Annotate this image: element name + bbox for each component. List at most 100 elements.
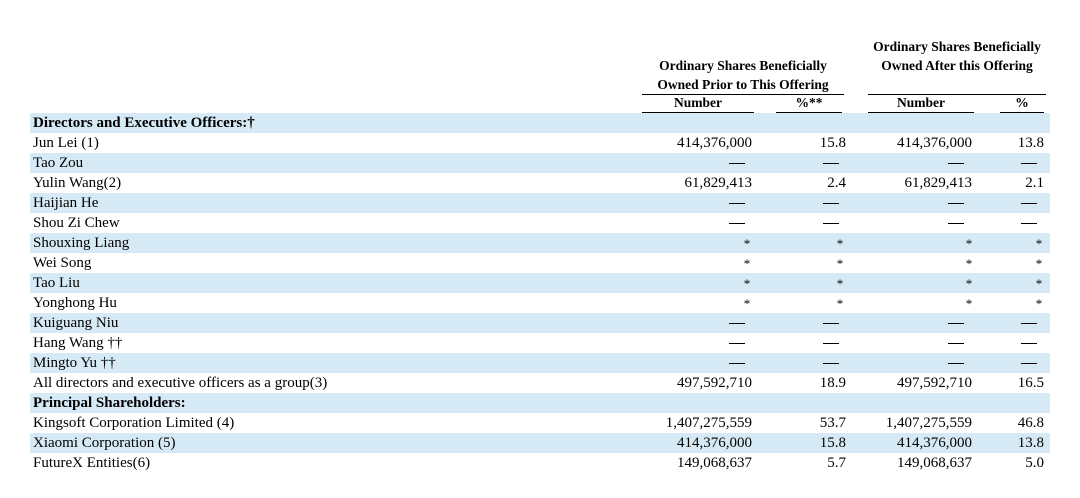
after-number-cell: 497,592,710 — [897, 375, 972, 391]
prior-percent-header: %** — [795, 95, 823, 110]
prior-number-cell-dash — [729, 343, 745, 344]
after-percent-cell-asterisk: * — [1035, 256, 1043, 271]
after-number-cell-asterisk: * — [965, 256, 973, 271]
after-percent-cell: 13.8 — [1017, 435, 1044, 451]
row-label: Kuiguang Niu — [33, 315, 119, 331]
table-row: Tao Liu * * * * — [30, 273, 1050, 293]
table-row: Yonghong Hu * * * * — [30, 293, 1050, 313]
after-number-cell-dash — [948, 323, 964, 324]
prior-percent-cell-dash — [823, 363, 839, 364]
prior-number-cell: 414,376,000 — [677, 435, 752, 451]
prior-number-cell-asterisk: * — [743, 236, 751, 251]
section-heading: Principal Shareholders: — [33, 395, 186, 411]
prior-percent-cell: 15.8 — [819, 135, 846, 151]
table-row: FutureX Entities(6) 149,068,637 5.7 149,068… — [30, 453, 1050, 473]
prior-number-cell: 149,068,637 — [677, 455, 752, 471]
table-row: Hang Wang †† — [30, 333, 1050, 353]
table-row: Shouxing Liang * * * * — [30, 233, 1050, 253]
table-row: Shou Zi Chew — [30, 213, 1050, 233]
prior-percent-cell-dash — [823, 343, 839, 344]
after-number-cell-dash — [948, 163, 964, 164]
after-number-underline — [868, 112, 974, 113]
prior-percent-cell: 5.7 — [827, 455, 846, 471]
prior-percent-cell: 53.7 — [819, 415, 846, 431]
section-heading-row: Directors and Executive Officers:† — [30, 113, 1050, 133]
row-label: FutureX Entities(6) — [33, 455, 151, 471]
table-row: Kingsoft Corporation Limited (4) 1,407,27… — [30, 413, 1050, 433]
after-percent-cell: 13.8 — [1017, 135, 1044, 151]
prior-number-cell: 61,829,413 — [684, 175, 753, 191]
prior-number-cell-dash — [729, 323, 745, 324]
table-row: Kuiguang Niu — [30, 313, 1050, 333]
prior-percent-cell-dash — [823, 323, 839, 324]
prior-number-cell-dash — [729, 363, 745, 364]
after-number-header: Number — [897, 95, 945, 110]
prior-percent-cell: 15.8 — [819, 435, 846, 451]
prior-number-cell-dash — [729, 223, 745, 224]
row-label: Mingto Yu †† — [33, 355, 116, 371]
table-row: Jun Lei (1) 414,376,000 15.8 414,376,000 13.… — [30, 133, 1050, 153]
row-label: Kingsoft Corporation Limited (4) — [33, 415, 235, 431]
after-number-cell: 414,376,000 — [897, 135, 972, 151]
after-percent-cell-asterisk: * — [1035, 236, 1043, 251]
after-percent-cell-dash — [1021, 223, 1037, 224]
table-row: Wei Song * * * * — [30, 253, 1050, 273]
after-percent-cell-asterisk: * — [1035, 296, 1043, 311]
row-label: Tao Zou — [33, 155, 84, 171]
prior-number-header: Number — [674, 95, 722, 110]
after-number-cell: 149,068,637 — [897, 455, 972, 471]
after-number-cell: 414,376,000 — [897, 435, 972, 451]
after-percent-header: % — [1015, 95, 1029, 110]
prior-percent-cell-asterisk: * — [836, 276, 844, 291]
row-label: Haijian He — [33, 195, 99, 211]
row-label: Hang Wang †† — [33, 335, 123, 351]
row-label: Yonghong Hu — [33, 295, 117, 311]
row-label: Shouxing Liang — [33, 235, 130, 251]
after-number-cell-dash — [948, 223, 964, 224]
after-number-cell-asterisk: * — [965, 236, 973, 251]
prior-number-underline — [642, 112, 754, 113]
prior-number-cell-asterisk: * — [743, 256, 751, 271]
after-percent-cell-dash — [1021, 363, 1037, 364]
table-row: Mingto Yu †† — [30, 353, 1050, 373]
table-row: Haijian He — [30, 193, 1050, 213]
after-percent-cell: 2.1 — [1025, 175, 1044, 191]
prior-percent-cell-dash — [823, 223, 839, 224]
row-label: Wei Song — [33, 255, 92, 271]
after-percent-cell-dash — [1021, 343, 1037, 344]
after-offering-header: Ordinary Shares Beneficially Owned After… — [873, 39, 1041, 73]
prior-number-cell-dash — [729, 203, 745, 204]
after-percent-cell-asterisk: * — [1035, 276, 1043, 291]
prior-percent-cell: 2.4 — [827, 175, 846, 191]
section-heading-row: Principal Shareholders: — [30, 393, 1050, 413]
prior-number-cell-dash — [729, 163, 745, 164]
after-number-cell: 61,829,413 — [904, 175, 973, 191]
after-number-cell-asterisk: * — [965, 296, 973, 311]
row-label: All directors and executive officers as … — [33, 375, 328, 391]
row-label: Jun Lei (1) — [33, 135, 99, 151]
prior-number-cell-asterisk: * — [743, 296, 751, 311]
after-number-cell-asterisk: * — [965, 276, 973, 291]
after-percent-cell-dash — [1021, 203, 1037, 204]
table-row: Yulin Wang(2) 61,829,413 2.4 61,829,413 2.1 — [30, 173, 1050, 193]
row-label: Xiaomi Corporation (5) — [33, 435, 176, 451]
table-row: All directors and executive officers as … — [30, 373, 1050, 393]
after-percent-underline — [1000, 112, 1044, 113]
after-number-cell-dash — [948, 203, 964, 204]
after-percent-cell-dash — [1021, 323, 1037, 324]
after-percent-cell: 5.0 — [1025, 455, 1044, 471]
prior-number-cell: 497,592,710 — [677, 375, 752, 391]
row-label: Shou Zi Chew — [33, 215, 120, 231]
after-percent-cell: 46.8 — [1017, 415, 1044, 431]
after-number-cell-dash — [948, 343, 964, 344]
after-percent-cell-dash — [1021, 163, 1037, 164]
after-number-cell-dash — [948, 363, 964, 364]
prior-offering-underline — [642, 94, 844, 95]
after-number-cell: 1,407,275,559 — [885, 415, 972, 431]
after-percent-cell: 16.5 — [1017, 375, 1044, 391]
prior-offering-header: Ordinary Shares Beneficially Owned Prior… — [657, 58, 829, 92]
section-heading: Directors and Executive Officers:† — [33, 115, 255, 131]
prior-percent-cell-asterisk: * — [836, 296, 844, 311]
prior-number-cell: 1,407,275,559 — [665, 415, 752, 431]
table-row: Xiaomi Corporation (5) 414,376,000 15.8 414… — [30, 433, 1050, 453]
